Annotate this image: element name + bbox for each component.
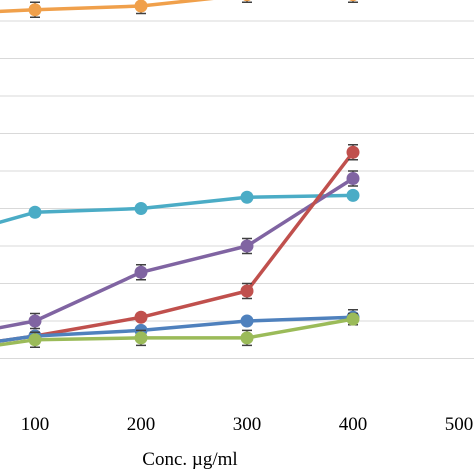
data-point (240, 284, 254, 298)
data-point (243, 0, 251, 2)
data-point (240, 314, 254, 328)
x-tick-label-300: 300 (233, 414, 262, 435)
data-point (134, 265, 148, 279)
data-point (134, 331, 148, 345)
data-point (240, 190, 254, 204)
x-axis-ticks: 100 200 300 400 500 (21, 414, 474, 435)
data-point (28, 3, 42, 17)
series-2 (0, 188, 360, 225)
x-tick-label-100: 100 (21, 414, 50, 435)
data-point (134, 0, 148, 13)
data-point (28, 333, 42, 347)
x-axis-title: Conc. µg/ml (142, 449, 237, 470)
series-3 (0, 170, 360, 330)
data-point (346, 312, 360, 326)
series-1 (0, 0, 358, 18)
data-point (134, 310, 148, 324)
data-point (28, 205, 42, 219)
x-tick-label-400: 400 (339, 414, 368, 435)
data-point (240, 331, 254, 345)
data-point (346, 145, 360, 159)
data-point (346, 188, 360, 202)
data-point (28, 314, 42, 328)
series-line (0, 0, 214, 14)
data-point (349, 0, 357, 2)
x-tick-label-200: 200 (127, 414, 156, 435)
series-layer (0, 0, 360, 348)
series-line (0, 193, 354, 225)
x-tick-label-500: 500 (445, 414, 474, 435)
data-point (346, 172, 360, 185)
series-6 (0, 312, 360, 348)
data-point (134, 202, 148, 215)
series-line (0, 177, 354, 330)
gridlines (0, 20, 474, 359)
data-point (240, 239, 254, 253)
